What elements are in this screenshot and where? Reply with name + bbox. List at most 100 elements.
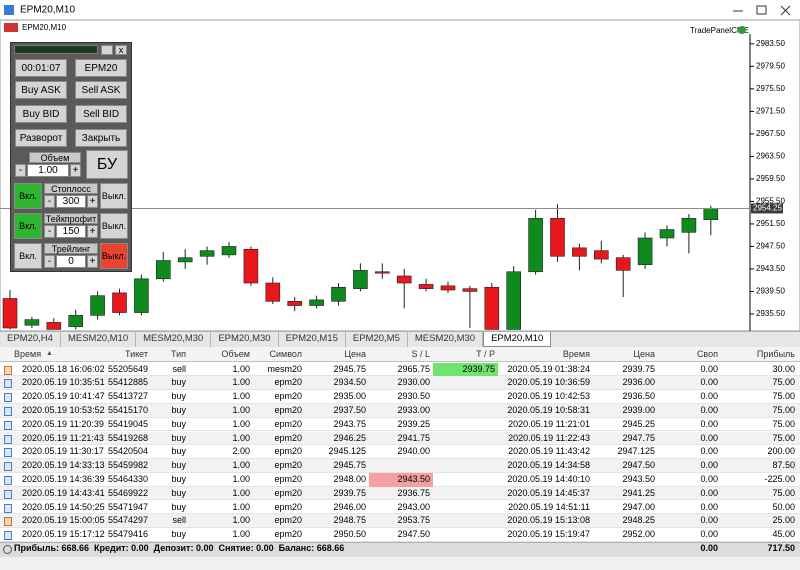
symbol-button[interactable]: EPM20 bbox=[75, 59, 127, 77]
volume-input[interactable]: 1.00 bbox=[27, 164, 69, 177]
table-cell: 2945.75 bbox=[333, 460, 366, 471]
trailing-plus[interactable]: + bbox=[87, 255, 98, 268]
takeprofit-off[interactable]: Выкл. bbox=[100, 213, 128, 239]
table-row[interactable] bbox=[0, 376, 800, 391]
column-header[interactable]: Тикет bbox=[125, 348, 148, 359]
volume-minus[interactable]: - bbox=[15, 164, 26, 177]
order-icon bbox=[4, 393, 12, 403]
table-row[interactable] bbox=[0, 431, 800, 446]
volume-plus[interactable]: + bbox=[70, 164, 81, 177]
stoploss-on[interactable]: Вкл. bbox=[14, 183, 42, 209]
table-cell: mesm20 bbox=[267, 363, 302, 374]
order-icon bbox=[4, 517, 12, 527]
panel-minimize[interactable] bbox=[101, 45, 113, 55]
table-cell: 2965.75 bbox=[397, 363, 430, 374]
table-row[interactable] bbox=[0, 445, 800, 460]
reverse-button[interactable]: Разворот bbox=[15, 129, 67, 147]
takeprofit-plus[interactable]: + bbox=[87, 225, 98, 238]
table-cell: 2.00 bbox=[232, 446, 250, 457]
takeprofit-input[interactable]: 150 bbox=[56, 225, 86, 238]
table-cell: 2020.05.19 14:50:25 bbox=[22, 501, 105, 512]
candle-body bbox=[112, 292, 127, 313]
takeprofit-on[interactable]: Вкл. bbox=[14, 213, 42, 239]
table-cell: 1.00 bbox=[232, 404, 250, 415]
footer-summary: Прибыль: 668.66 Кредит: 0.00 Депозит: 0.… bbox=[14, 543, 345, 554]
table-cell: 55469922 bbox=[107, 487, 148, 498]
table-cell: 75.00 bbox=[772, 432, 795, 443]
window-controls[interactable] bbox=[733, 5, 791, 16]
column-header[interactable]: Своп bbox=[696, 348, 718, 359]
table-cell: 75.00 bbox=[772, 487, 795, 498]
table-cell: 0.00 bbox=[700, 363, 718, 374]
breakeven-button[interactable]: БУ bbox=[86, 150, 128, 179]
column-header[interactable]: Цена bbox=[344, 348, 366, 359]
footer-profit: 717.50 bbox=[767, 543, 795, 554]
table-cell: 2020.05.19 11:22:43 bbox=[508, 432, 590, 443]
column-header[interactable]: Цена bbox=[633, 348, 655, 359]
table-cell: 55412885 bbox=[107, 377, 148, 388]
column-header[interactable]: S / L bbox=[411, 348, 430, 359]
sell-bid-button[interactable]: Sell BID bbox=[75, 105, 127, 123]
order-icon bbox=[4, 420, 12, 430]
table-row[interactable] bbox=[0, 528, 800, 542]
table-cell: 0.00 bbox=[700, 529, 718, 540]
table-cell: 1.00 bbox=[232, 460, 250, 471]
trailing-off[interactable]: Выкл. bbox=[100, 243, 128, 269]
column-header[interactable]: Тип bbox=[170, 348, 186, 359]
stoploss-input[interactable]: 300 bbox=[56, 195, 86, 208]
stoploss-off[interactable]: Выкл. bbox=[100, 183, 128, 209]
column-header[interactable]: Время bbox=[562, 348, 590, 359]
table-cell: 55474297 bbox=[107, 515, 148, 526]
panel-close[interactable]: x bbox=[115, 45, 127, 55]
table-row[interactable] bbox=[0, 486, 800, 501]
chart-tab[interactable]: MESM20,M30 bbox=[136, 332, 212, 347]
column-header[interactable]: T / P bbox=[476, 348, 495, 359]
table-row[interactable] bbox=[0, 362, 800, 377]
column-header[interactable]: Время bbox=[14, 348, 42, 359]
table-row[interactable] bbox=[0, 390, 800, 404]
table-cell: 55459982 bbox=[107, 460, 148, 471]
table-row[interactable] bbox=[0, 417, 800, 432]
table-cell: buy bbox=[171, 473, 186, 484]
table-cell: 2946.00 bbox=[333, 501, 366, 512]
table-header bbox=[0, 347, 800, 362]
candle-body bbox=[550, 217, 565, 257]
volume-label: Объем bbox=[29, 152, 81, 163]
chart-tab[interactable]: EPM20,M15 bbox=[279, 332, 346, 347]
buy-ask-button[interactable]: Buy ASK bbox=[15, 81, 67, 99]
stoploss-plus[interactable]: + bbox=[87, 195, 98, 208]
takeprofit-minus[interactable]: - bbox=[44, 225, 55, 238]
candle-body bbox=[418, 284, 434, 289]
trailing-input[interactable]: 0 bbox=[56, 255, 86, 268]
table-cell: 55464330 bbox=[107, 473, 148, 484]
table-cell: 1.00 bbox=[232, 501, 250, 512]
table-row[interactable] bbox=[0, 514, 800, 529]
chart-tab[interactable]: EPM20,H4 bbox=[0, 332, 61, 347]
chart-icon bbox=[4, 23, 18, 32]
column-header[interactable]: Прибыль bbox=[756, 348, 795, 359]
trailing-on[interactable]: Вкл. bbox=[14, 243, 42, 269]
timer: 00:01:07 bbox=[15, 59, 67, 77]
stoploss-minus[interactable]: - bbox=[44, 195, 55, 208]
buy-bid-button[interactable]: Buy BID bbox=[15, 105, 67, 123]
table-cell: 1.00 bbox=[232, 432, 250, 443]
table-row[interactable] bbox=[0, 403, 800, 418]
candle-body bbox=[528, 217, 543, 273]
table-row[interactable] bbox=[0, 459, 800, 473]
chart-tab[interactable]: EPM20,M5 bbox=[346, 332, 408, 347]
candle-body bbox=[287, 301, 303, 306]
chart-tab[interactable]: EPM20,M30 bbox=[211, 332, 279, 347]
chart-tab[interactable]: EPM20,M10 bbox=[483, 332, 552, 347]
table-row[interactable] bbox=[0, 500, 800, 515]
sell-ask-button[interactable]: Sell ASK bbox=[75, 81, 127, 99]
column-header[interactable]: Объем bbox=[221, 348, 250, 359]
chart-tab[interactable]: MESM20,M30 bbox=[408, 332, 484, 347]
table-cell: 87.50 bbox=[772, 460, 795, 471]
table-cell: buy bbox=[171, 487, 186, 498]
chart-tab[interactable]: MESM20,M10 bbox=[61, 332, 137, 347]
table-cell: 2939.00 bbox=[622, 404, 655, 415]
candle-body bbox=[681, 217, 697, 233]
close-button[interactable]: Закрыть bbox=[75, 129, 127, 147]
column-header[interactable]: Символ bbox=[269, 348, 302, 359]
trailing-minus[interactable]: - bbox=[44, 255, 55, 268]
